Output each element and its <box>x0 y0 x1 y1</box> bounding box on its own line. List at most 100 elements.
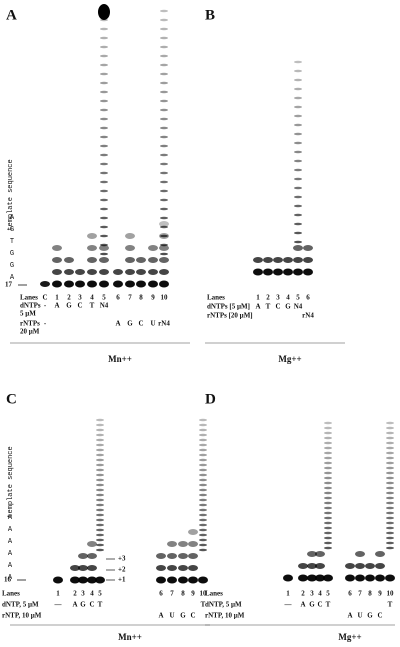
gel-band <box>100 45 108 49</box>
gel-band <box>87 280 97 288</box>
gel-band <box>294 186 302 190</box>
row-entry: T <box>201 601 206 609</box>
gel-band <box>96 503 104 507</box>
template-letter: A <box>8 514 13 522</box>
gel-band <box>96 443 104 447</box>
lane-number: 3 <box>78 294 82 302</box>
gel-band <box>160 153 168 157</box>
gel-band <box>199 548 207 552</box>
gel-band <box>188 529 198 535</box>
gel-band <box>324 456 332 460</box>
gel-band <box>324 536 332 540</box>
gel-band <box>136 280 146 288</box>
lanes-label: Lanes <box>205 590 223 598</box>
gel-band <box>160 126 168 130</box>
row-entry: G <box>367 612 373 620</box>
gel-band <box>273 268 283 276</box>
gel-band <box>99 245 109 251</box>
gel-band <box>160 45 168 49</box>
gel-band <box>324 461 332 465</box>
template-label: template sequence <box>7 159 15 230</box>
gel-band <box>100 126 108 130</box>
gel-band <box>96 523 104 527</box>
gel-band <box>100 234 108 238</box>
gel-band <box>324 491 332 495</box>
lane-number: 1 <box>55 294 59 302</box>
gel-band <box>386 521 394 525</box>
gel-band <box>375 574 385 582</box>
gel-band <box>160 162 168 166</box>
gel-band <box>199 458 207 462</box>
gel-band <box>100 243 108 247</box>
gel-band <box>199 463 207 467</box>
row-label: rNTP, 10 µM <box>2 612 42 620</box>
gel-band <box>199 443 207 447</box>
gel-band <box>125 257 135 263</box>
gel-band <box>96 513 104 517</box>
gel-band <box>98 4 110 20</box>
gel-band <box>199 473 207 477</box>
gel-band <box>87 245 97 251</box>
gel-band <box>78 576 88 584</box>
gel-band <box>136 269 146 275</box>
gel-band <box>315 563 325 569</box>
row-entry: T <box>90 302 95 310</box>
row-label: dNTP, 5 µM <box>2 601 39 609</box>
gel-band <box>324 426 332 430</box>
row-entry: A <box>158 612 163 620</box>
lane-number: 1 <box>256 294 260 302</box>
gel-band <box>100 63 108 67</box>
lane-number: 3 <box>276 294 280 302</box>
gel-band <box>365 574 375 582</box>
gel-band <box>324 451 332 455</box>
gel-band <box>52 280 62 288</box>
gel-band <box>100 81 108 85</box>
gel-band <box>125 245 135 251</box>
row-label: dNTPs <box>20 302 41 310</box>
gel-band <box>96 418 104 422</box>
gel-band <box>167 576 177 584</box>
gel-band <box>199 518 207 522</box>
lane-number: 5 <box>326 590 330 598</box>
row-label: rNTP, 10 µM <box>205 612 245 620</box>
gel-band <box>199 418 207 422</box>
lane-number: 2 <box>301 590 305 598</box>
gel-band <box>324 501 332 505</box>
gel-band <box>96 518 104 522</box>
gel-band <box>293 257 303 263</box>
gel-band <box>99 280 109 288</box>
gel-band <box>96 508 104 512</box>
gel-band <box>78 565 88 571</box>
gel-band <box>100 171 108 175</box>
gel-band <box>160 90 168 94</box>
gel-band <box>294 60 302 64</box>
gel-band <box>70 565 80 571</box>
row-entry: T <box>266 303 271 311</box>
gel-band <box>324 441 332 445</box>
lane-number: 8 <box>368 590 372 598</box>
gel-band <box>188 576 198 584</box>
gel-band <box>386 426 394 430</box>
lane-number: 1 <box>286 590 290 598</box>
gel-band <box>294 213 302 217</box>
gel-band <box>96 533 104 537</box>
gel-band <box>386 461 394 465</box>
gel-band <box>386 476 394 480</box>
panel-label: B <box>205 7 215 23</box>
lane-number: 5 <box>98 590 102 598</box>
lane-number: C <box>42 294 47 302</box>
gel-band <box>253 257 263 263</box>
row-sublabel: 5 µM <box>20 310 36 318</box>
gel-band <box>100 90 108 94</box>
gel-band <box>52 269 62 275</box>
lane-number: 6 <box>348 590 352 598</box>
lane-number: 7 <box>358 590 362 598</box>
gel-band <box>199 438 207 442</box>
gel-band <box>178 576 188 584</box>
gel-band <box>199 508 207 512</box>
gel-band <box>303 257 313 263</box>
gel-band <box>148 280 158 288</box>
row-entry: A <box>115 320 120 328</box>
gel-band <box>100 198 108 202</box>
gel-band <box>324 541 332 545</box>
